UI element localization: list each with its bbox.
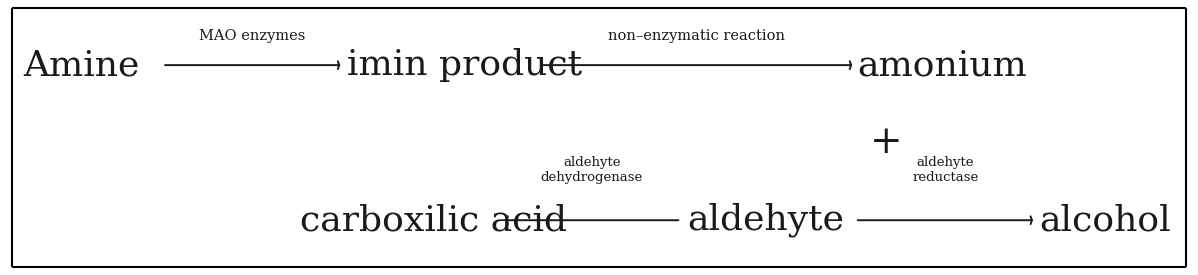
Text: aldehyte: aldehyte [688,203,845,238]
Text: aldehyte
dehydrogenase: aldehyte dehydrogenase [540,156,643,184]
Text: Amine: Amine [24,48,140,82]
Text: non–enzymatic reaction: non–enzymatic reaction [607,29,785,43]
Text: MAO enzymes: MAO enzymes [200,29,305,43]
Text: amonium: amonium [858,48,1027,82]
Text: alcohol: alcohol [1039,203,1170,237]
Text: carboxilic acid: carboxilic acid [300,203,567,237]
Text: imin product: imin product [346,48,582,82]
Text: aldehyte
reductase: aldehyte reductase [912,156,979,184]
Text: +: + [870,124,903,161]
